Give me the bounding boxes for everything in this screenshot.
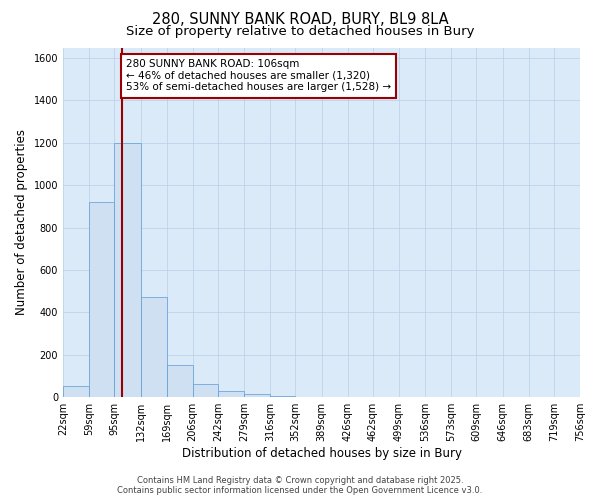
Text: Contains HM Land Registry data © Crown copyright and database right 2025.: Contains HM Land Registry data © Crown c… <box>137 476 463 485</box>
Bar <box>244 394 270 397</box>
Bar <box>218 391 244 397</box>
Bar <box>140 296 167 397</box>
Text: 280, SUNNY BANK ROAD, BURY, BL9 8LA: 280, SUNNY BANK ROAD, BURY, BL9 8LA <box>152 12 448 28</box>
Bar <box>115 143 140 397</box>
Bar <box>89 202 115 397</box>
Bar <box>270 396 295 397</box>
Y-axis label: Number of detached properties: Number of detached properties <box>15 130 28 316</box>
Text: 280 SUNNY BANK ROAD: 106sqm
← 46% of detached houses are smaller (1,320)
53% of : 280 SUNNY BANK ROAD: 106sqm ← 46% of det… <box>126 59 391 92</box>
Text: Size of property relative to detached houses in Bury: Size of property relative to detached ho… <box>126 25 474 38</box>
Text: Contains public sector information licensed under the Open Government Licence v3: Contains public sector information licen… <box>118 486 482 495</box>
Bar <box>193 384 218 397</box>
X-axis label: Distribution of detached houses by size in Bury: Distribution of detached houses by size … <box>182 447 461 460</box>
Bar <box>167 366 193 397</box>
Bar <box>63 386 89 397</box>
